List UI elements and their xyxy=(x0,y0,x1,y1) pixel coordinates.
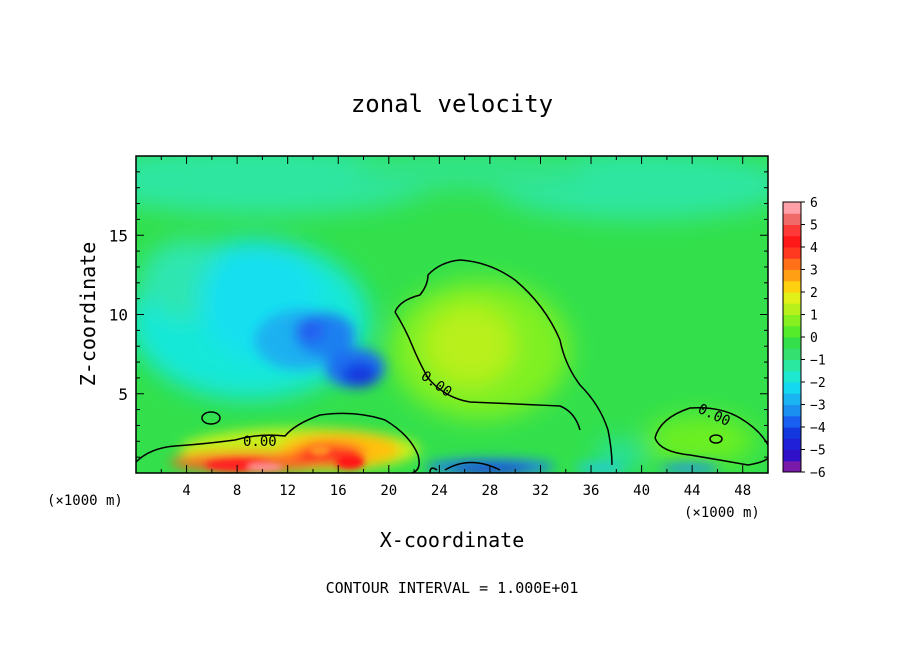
colorbar-segment xyxy=(783,404,801,417)
colorbar-segment xyxy=(783,247,801,259)
contour-small-1 xyxy=(201,411,221,425)
colorbar-segment xyxy=(783,348,801,360)
colorbar-segment xyxy=(783,438,801,450)
x-tick-label: 4 xyxy=(182,483,190,499)
x-tick-label: 24 xyxy=(431,483,448,499)
colorbar-segment xyxy=(783,415,801,428)
colorbar-segment xyxy=(783,303,801,315)
colorbar-segment xyxy=(783,382,801,394)
y-tick-labels: 5 10 15 xyxy=(109,226,128,404)
colorbar-segment xyxy=(783,235,801,248)
x-tick-label: 20 xyxy=(380,483,397,499)
heatmap-field xyxy=(136,156,768,473)
y-tick-label: 5 xyxy=(118,385,128,404)
colorbar-segment xyxy=(783,337,801,349)
x-unit-note-left: (×1000 m) xyxy=(47,493,123,509)
contour-left xyxy=(136,412,420,473)
colorbar-tick-label: 4 xyxy=(810,241,818,256)
x-tick-label: 8 xyxy=(233,483,241,499)
colorbar-tick-label: −3 xyxy=(810,399,826,414)
contour-right xyxy=(654,406,768,466)
colorbar-segment xyxy=(783,269,801,282)
colorbar-segment xyxy=(783,202,801,214)
colorbar-segment xyxy=(783,314,801,327)
colorbar xyxy=(782,201,805,473)
colorbar-labels: 6 5 4 3 2 1 0 −1 −2 −3 −4 −5 −6 xyxy=(810,196,826,481)
colorbar-tick-label: −2 xyxy=(810,376,826,391)
colorbar-tick-label: 5 xyxy=(810,219,818,234)
x-tick-label: 12 xyxy=(279,483,296,499)
colorbar-segment xyxy=(783,460,801,473)
x-tick-label: 40 xyxy=(633,483,650,499)
colorbar-tick-label: 3 xyxy=(810,264,818,279)
x-tick-label: 44 xyxy=(684,483,701,499)
x-tick-label: 16 xyxy=(330,483,347,499)
x-tick-label: 32 xyxy=(532,483,549,499)
contour-label: 0.00 xyxy=(243,434,277,450)
contour-lines xyxy=(136,259,768,473)
colorbar-tick-label: −1 xyxy=(810,354,826,369)
colorbar-segment xyxy=(783,325,801,338)
y-tick-label: 15 xyxy=(109,226,128,245)
x-tick-label: 36 xyxy=(583,483,600,499)
colorbar-segment xyxy=(783,213,801,225)
contour-small-2 xyxy=(709,434,723,444)
colorbar-segment xyxy=(783,449,801,462)
colorbar-tick-label: 0 xyxy=(810,331,818,346)
colorbar-segment xyxy=(783,292,801,304)
colorbar-segment xyxy=(783,224,801,237)
colorbar-tick-label: 6 xyxy=(810,196,818,211)
x-tick-label: 48 xyxy=(734,483,751,499)
chart-title: zonal velocity xyxy=(351,90,553,118)
colorbar-tick-label: −6 xyxy=(810,466,826,481)
colorbar-segment xyxy=(783,258,801,270)
contour-interval-note: CONTOUR INTERVAL = 1.000E+01 xyxy=(326,579,579,597)
y-axis-label: Z-coordinate xyxy=(76,242,100,387)
x-tick-labels: 4 8 12 16 20 24 28 32 36 40 44 48 xyxy=(182,483,751,499)
colorbar-segment xyxy=(783,370,801,383)
colorbar-segment xyxy=(783,393,801,405)
colorbar-tick-label: 2 xyxy=(810,286,818,301)
colorbar-segment xyxy=(783,359,801,372)
x-unit-note-right: (×1000 m) xyxy=(684,505,760,521)
x-axis-label: X-coordinate xyxy=(380,528,525,552)
colorbar-tick-label: −4 xyxy=(810,421,826,436)
colorbar-segment xyxy=(783,280,801,293)
colorbar-tick-label: 1 xyxy=(810,309,818,324)
y-tick-label: 10 xyxy=(109,306,128,325)
x-tick-label: 28 xyxy=(481,483,498,499)
colorbar-tick-label: −5 xyxy=(810,444,826,459)
axis-ticks xyxy=(135,155,769,474)
colorbar-segment xyxy=(783,427,801,439)
contour-center xyxy=(394,259,613,473)
